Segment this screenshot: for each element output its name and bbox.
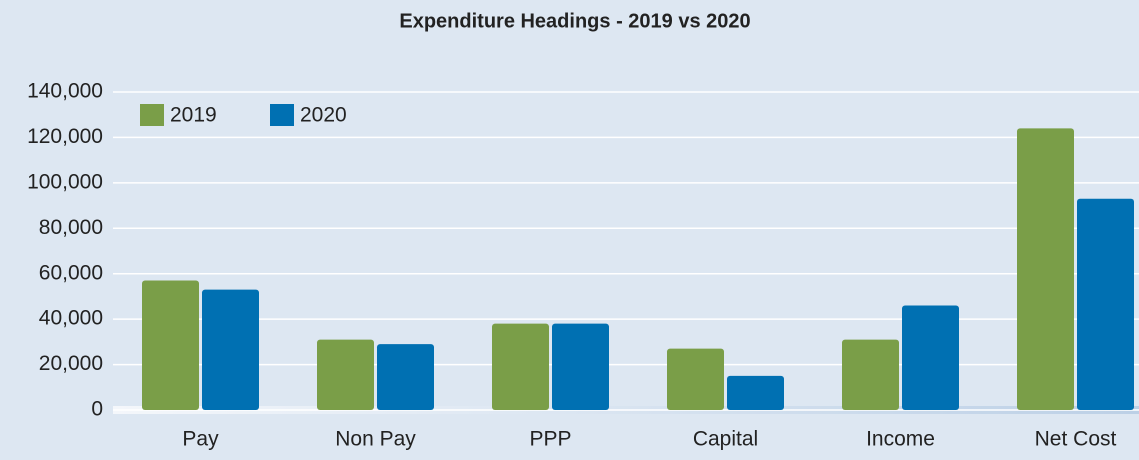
legend-swatch: [270, 104, 294, 126]
y-tick-label: 140,000: [27, 80, 103, 103]
bar: [1077, 198, 1134, 410]
chart-title: Expenditure Headings - 2019 vs 2020: [399, 10, 750, 32]
y-tick-label: 100,000: [27, 170, 103, 193]
bar: [727, 375, 784, 410]
x-tick-label: PPP: [529, 428, 571, 451]
y-tick-label: 40,000: [39, 307, 103, 330]
bar: [902, 305, 959, 410]
x-tick-label: Non Pay: [335, 428, 416, 451]
bar: [842, 339, 899, 410]
bar: [492, 323, 549, 410]
x-tick-label: Net Cost: [1035, 428, 1117, 451]
bar: [142, 280, 199, 410]
y-tick-label: 60,000: [39, 261, 103, 284]
y-tick-label: 80,000: [39, 216, 103, 239]
bar: [1017, 128, 1074, 411]
bar: [317, 339, 374, 410]
y-tick-label: 20,000: [39, 352, 103, 375]
bar: [202, 289, 259, 410]
bar: [667, 348, 724, 410]
bar: [552, 323, 609, 410]
x-tick-label: Income: [866, 428, 935, 451]
bar: [377, 344, 434, 410]
x-tick-label: Capital: [693, 428, 758, 451]
legend-label: 2019: [170, 104, 217, 127]
y-tick-label: 0: [91, 398, 103, 421]
x-tick-label: Pay: [182, 428, 219, 451]
y-tick-label: 120,000: [27, 125, 103, 148]
legend-swatch: [140, 104, 164, 126]
legend-label: 2020: [300, 104, 347, 127]
